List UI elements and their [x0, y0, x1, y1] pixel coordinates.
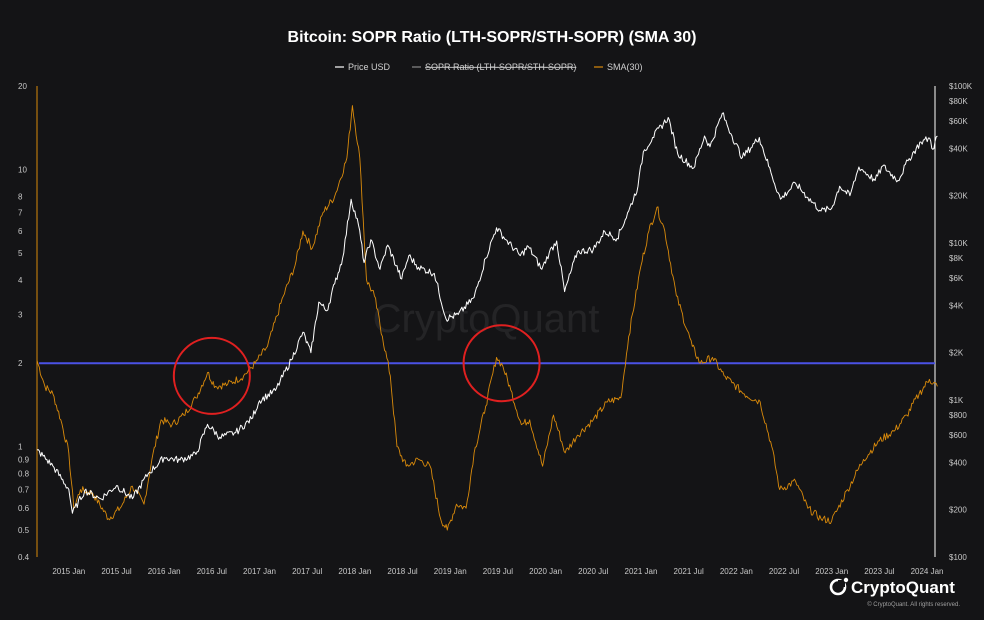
- left-tick-label: 0.6: [18, 504, 30, 513]
- right-tick-label: $100K: [949, 82, 973, 91]
- x-tick-label: 2022 Jul: [769, 567, 799, 576]
- right-tick-label: $20K: [949, 192, 968, 201]
- copyright-text: © CryptoQuant. All rights reserved.: [867, 601, 960, 608]
- left-tick-label: 4: [18, 276, 23, 285]
- x-tick-label: 2019 Jan: [434, 567, 467, 576]
- left-tick-label: 0.8: [18, 470, 30, 479]
- left-tick-label: 2: [18, 359, 23, 368]
- left-tick-label: 1: [18, 443, 23, 452]
- x-tick-label: 2017 Jul: [292, 567, 322, 576]
- right-tick-label: $60K: [949, 117, 968, 126]
- plot-area: [36, 105, 938, 531]
- x-tick-label: 2018 Jul: [387, 567, 417, 576]
- left-tick-label: 10: [18, 165, 27, 174]
- logo-dot: [843, 577, 849, 583]
- x-tick-label: 2017 Jan: [243, 567, 276, 576]
- left-tick-label: 0.7: [18, 486, 30, 495]
- right-tick-label: $400: [949, 458, 967, 467]
- right-tick-label: $40K: [949, 144, 968, 153]
- right-tick-label: $8K: [949, 254, 964, 263]
- x-tick-label: 2015 Jan: [52, 567, 85, 576]
- sma30-line: [36, 105, 938, 531]
- right-tick-label: $2K: [949, 349, 964, 358]
- left-tick-label: 8: [18, 192, 23, 201]
- x-tick-label: 2021 Jul: [674, 567, 704, 576]
- left-axis-ticks: 0.4 0.5 0.6 0.7 0.8 0.9 1 2 3 4 5 6 7 8 10 20: [18, 82, 30, 562]
- x-tick-label: 2021 Jan: [625, 567, 658, 576]
- right-tick-label: $600: [949, 431, 967, 440]
- left-tick-label: 0.4: [18, 553, 30, 562]
- left-tick-label: 20: [18, 82, 27, 91]
- legend-item-sma30[interactable]: SMA(30): [607, 62, 643, 72]
- right-tick-label: $10K: [949, 239, 968, 248]
- legend-item-sopr-ratio[interactable]: SOPR Ratio (LTH-SOPR/STH-SOPR): [425, 62, 576, 72]
- left-tick-label: 5: [18, 249, 23, 258]
- x-tick-label: 2016 Jul: [197, 567, 227, 576]
- x-axis-ticks: 2015 Jan 2015 Jul 2016 Jan 2016 Jul 2017 Jan…: [52, 567, 943, 576]
- legend-item-price[interactable]: Price USD: [348, 62, 391, 72]
- x-tick-label: 2019 Jul: [483, 567, 513, 576]
- left-tick-label: 3: [18, 310, 23, 319]
- x-tick-label: 2016 Jan: [148, 567, 181, 576]
- x-tick-label: 2015 Jul: [101, 567, 131, 576]
- left-tick-label: 0.5: [18, 526, 30, 535]
- price-usd-line: [36, 112, 938, 514]
- right-axis-ticks: $100 $200 $400 $600 $800 $1K $2K $4K $6K $8K $10K $…: [949, 82, 973, 562]
- right-tick-label: $80K: [949, 97, 968, 106]
- logo-cut: [838, 580, 845, 587]
- right-tick-label: $800: [949, 411, 967, 420]
- left-tick-label: 6: [18, 227, 23, 236]
- annotation-circle: [462, 324, 541, 403]
- legend: Price USD SOPR Ratio (LTH-SOPR/STH-SOPR)…: [335, 62, 643, 72]
- right-tick-label: $1K: [949, 396, 964, 405]
- x-tick-label: 2022 Jan: [720, 567, 753, 576]
- x-tick-label: 2023 Jul: [864, 567, 894, 576]
- right-tick-label: $100: [949, 553, 967, 562]
- brand-logo: CryptoQuant © CryptoQuant. All rights re…: [829, 577, 960, 608]
- watermark: CryptoQuant: [373, 297, 600, 341]
- right-tick-label: $200: [949, 506, 967, 515]
- right-tick-label: $6K: [949, 274, 964, 283]
- x-tick-label: 2020 Jan: [529, 567, 562, 576]
- brand-name: CryptoQuant: [851, 578, 955, 597]
- chart-title: Bitcoin: SOPR Ratio (LTH-SOPR/STH-SOPR) …: [288, 29, 697, 46]
- annotation-circle: [172, 336, 251, 415]
- x-tick-label: 2023 Jan: [815, 567, 848, 576]
- x-tick-label: 2020 Jul: [578, 567, 608, 576]
- right-tick-label: $4K: [949, 301, 964, 310]
- x-tick-label: 2024 Jan: [911, 567, 944, 576]
- left-tick-label: 0.9: [18, 455, 30, 464]
- left-tick-label: 7: [18, 208, 23, 217]
- x-tick-label: 2018 Jan: [338, 567, 371, 576]
